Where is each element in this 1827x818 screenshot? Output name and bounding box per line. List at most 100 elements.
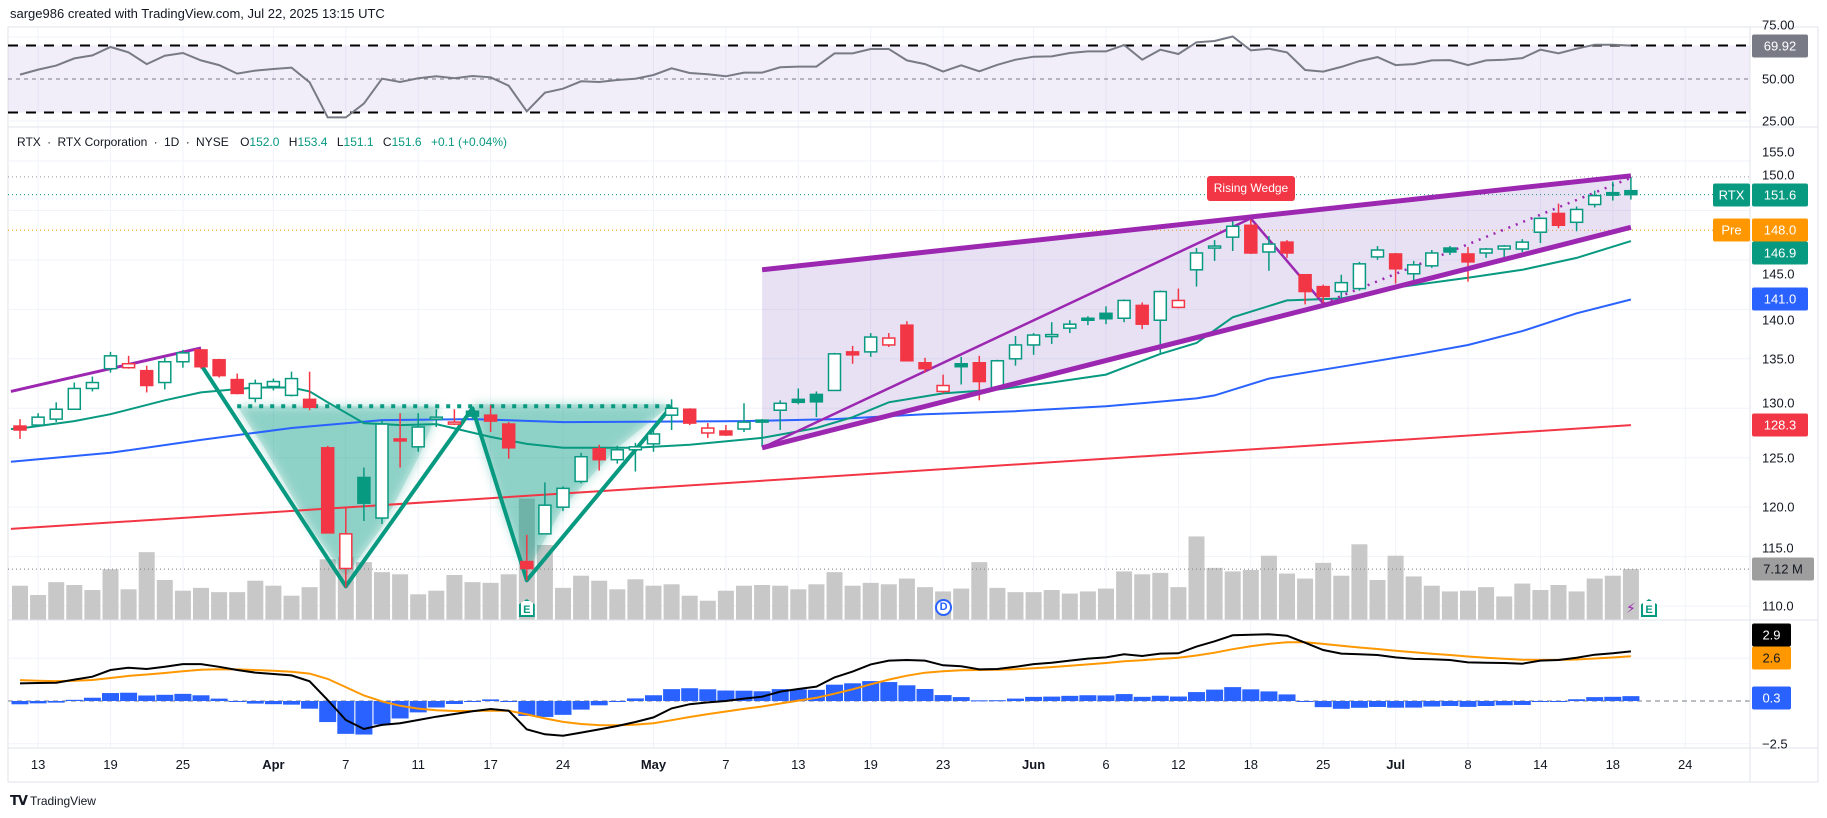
macd-histogram-bar — [373, 701, 391, 725]
rising-wedge-label[interactable]: Rising Wedge — [1207, 176, 1295, 201]
macd-histogram-bar — [228, 701, 246, 702]
earnings-event-icon[interactable]: E — [518, 599, 535, 617]
ema-value-tag: 146.9 — [1752, 241, 1808, 265]
price-axis-label[interactable]: 140.0 — [1762, 312, 1795, 328]
candle — [1370, 246, 1385, 260]
volume-bar — [772, 585, 789, 620]
volume-bar — [247, 580, 264, 620]
price-axis-label[interactable]: 155.0 — [1762, 144, 1795, 160]
macd-pane[interactable] — [8, 633, 1750, 737]
candle — [918, 357, 932, 373]
macd-histogram-bar — [735, 690, 753, 701]
candle-body — [139, 369, 154, 387]
candle-body — [302, 398, 317, 409]
macd-histogram-bar — [1586, 697, 1604, 701]
candle-body — [954, 362, 968, 368]
volume-bar — [1007, 592, 1024, 620]
time-axis-label[interactable]: Jul — [1386, 757, 1405, 772]
candle — [339, 508, 353, 588]
candle-body — [1117, 299, 1131, 320]
rsi-axis-label[interactable]: 25.00 — [1762, 113, 1795, 129]
candle — [1298, 273, 1312, 305]
legend-interval: 1D — [164, 135, 180, 149]
legend-open: O152.0 — [240, 135, 282, 149]
volume-bar — [627, 579, 644, 620]
tradingview-brand: TradingView — [29, 794, 96, 808]
time-axis-label[interactable]: 7 — [342, 757, 350, 772]
legend-symbol[interactable]: RTX — [17, 135, 41, 149]
candle — [176, 349, 190, 368]
time-axis-label[interactable]: 11 — [411, 757, 425, 772]
macd-histogram-bar — [500, 701, 518, 702]
time-axis-label[interactable]: 13 — [30, 757, 46, 772]
dividend-event-icon[interactable]: D — [935, 599, 953, 616]
time-axis-label[interactable]: 24 — [555, 757, 571, 772]
macd-axis-label[interactable]: −2.5 — [1762, 736, 1788, 752]
volume-bar — [1116, 571, 1133, 620]
candle — [628, 442, 643, 472]
time-axis-label[interactable]: 18 — [1605, 757, 1621, 772]
macd-histogram-bar — [880, 682, 898, 701]
volume-bar — [898, 578, 915, 620]
macd-histogram-bar — [409, 701, 427, 713]
time-axis-label[interactable]: 13 — [791, 757, 806, 772]
rsi-line — [19, 35, 1631, 119]
macd-histogram-bar — [156, 694, 174, 701]
macd-histogram-bar — [1242, 689, 1260, 701]
time-axis-label[interactable]: 8 — [1464, 757, 1472, 772]
tradingview-footer[interactable]: 𝗧𝗩 TradingView — [10, 793, 96, 809]
price-axis-label[interactable]: 130.0 — [1762, 395, 1795, 411]
candle-body — [1606, 191, 1620, 196]
price-axis-label[interactable]: 125.0 — [1762, 450, 1795, 466]
time-axis-label[interactable]: 19 — [863, 757, 878, 772]
time-axis-label[interactable]: Jun — [1022, 757, 1046, 772]
candle — [556, 486, 570, 512]
time-axis-label[interactable]: 23 — [935, 757, 951, 772]
candle — [85, 376, 100, 392]
earnings-event-icon[interactable]: E — [1641, 599, 1657, 617]
macd-histogram-bar — [1423, 701, 1441, 707]
candle-body — [1008, 344, 1023, 360]
candle — [900, 321, 914, 362]
macd-histogram-bar — [1387, 701, 1405, 708]
candle — [1533, 217, 1548, 244]
candle — [972, 355, 987, 401]
symbol-legend: RTX · RTX Corporation · 1D · NYSE O152.0… — [17, 135, 510, 149]
price-pane[interactable] — [8, 173, 1750, 620]
price-axis-label[interactable]: 150.0 — [1762, 167, 1795, 183]
rsi-axis-label[interactable]: 50.00 — [1762, 71, 1795, 87]
price-axis-label[interactable]: 115.0 — [1762, 540, 1794, 556]
time-axis-label[interactable]: 25 — [175, 757, 191, 772]
time-axis-label[interactable]: 25 — [1315, 757, 1331, 772]
candle — [284, 371, 299, 397]
candle-body — [31, 416, 45, 426]
price-axis-label[interactable]: 145.0 — [1762, 266, 1795, 282]
candle — [501, 422, 516, 459]
macd-histogram-bar — [83, 697, 101, 701]
time-axis-label[interactable]: 19 — [103, 757, 118, 772]
time-axis-label[interactable]: 12 — [1171, 757, 1186, 772]
time-axis-label[interactable]: 17 — [483, 757, 498, 772]
flash-event-icon[interactable]: ⚡ — [1625, 600, 1636, 616]
time-axis-label[interactable]: May — [640, 757, 667, 772]
time-axis-label[interactable]: 7 — [722, 757, 730, 772]
macd-histogram-bar — [1441, 701, 1459, 706]
candle — [1406, 260, 1421, 281]
time-axis-label[interactable]: 24 — [1677, 757, 1693, 772]
volume-bar — [283, 595, 300, 620]
rsi-axis-label[interactable]: 75.00 — [1762, 17, 1795, 33]
macd-histogram-bar — [464, 701, 481, 702]
price-axis-label[interactable]: 110.0 — [1762, 598, 1794, 614]
time-axis-label[interactable]: 18 — [1243, 757, 1259, 772]
volume-bar — [555, 587, 571, 620]
candle-body — [682, 408, 697, 424]
time-axis-label[interactable]: 14 — [1533, 757, 1548, 772]
time-axis-label[interactable]: 6 — [1102, 757, 1110, 772]
time-axis-label[interactable]: Apr — [262, 757, 285, 772]
macd-histogram-bar — [1350, 701, 1368, 708]
volume-bar — [1478, 587, 1495, 620]
rsi-pane[interactable] — [8, 35, 1750, 119]
price-axis-label[interactable]: 120.0 — [1762, 499, 1795, 515]
price-axis-label[interactable]: 135.0 — [1762, 351, 1795, 367]
